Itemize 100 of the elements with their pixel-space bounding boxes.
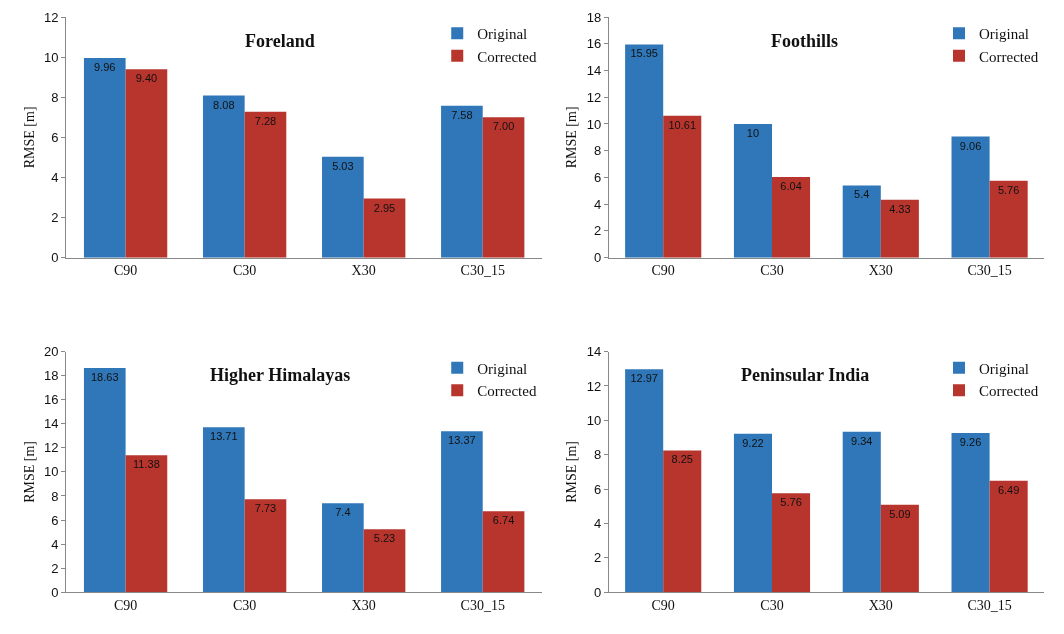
text: Peninsular India xyxy=(741,365,870,385)
bar xyxy=(244,111,287,258)
legend-label: Original xyxy=(477,360,528,377)
legend-label: Original xyxy=(979,26,1029,43)
bar xyxy=(733,123,772,258)
data-label: 4.33 xyxy=(889,202,911,215)
y-tick-label: 6 xyxy=(51,129,59,145)
y-tick-label: 14 xyxy=(586,344,602,360)
text: Higher Himalayas xyxy=(210,365,351,385)
y-tick-label: 12 xyxy=(586,89,602,105)
bar xyxy=(772,493,811,593)
y-tick-label: 6 xyxy=(593,481,602,497)
data-label: 10.61 xyxy=(668,118,697,131)
data-label: 7.4 xyxy=(335,506,351,519)
data-label: 5.23 xyxy=(373,532,396,545)
y-tick-label: 4 xyxy=(51,536,59,552)
bar xyxy=(842,431,881,593)
y-tick-label: 12 xyxy=(44,440,59,456)
x-tick-label: C90 xyxy=(651,598,675,614)
bar xyxy=(951,136,990,258)
bar xyxy=(322,156,364,258)
data-label: 7.00 xyxy=(492,120,515,133)
data-label: 9.40 xyxy=(135,72,158,85)
data-label: 6.04 xyxy=(780,179,802,192)
bar xyxy=(202,95,245,258)
y-tick-label: 0 xyxy=(51,584,59,600)
data-label: 6.49 xyxy=(997,483,1020,496)
legend-label: Corrected xyxy=(477,48,537,65)
data-label: 13.71 xyxy=(210,430,238,443)
x-tick-label: C30 xyxy=(232,263,257,279)
y-tick-label: 2 xyxy=(51,560,59,576)
bar xyxy=(441,431,483,593)
data-label: 6.74 xyxy=(492,514,515,527)
y-tick-label: 0 xyxy=(593,250,602,266)
x-tick-label: X30 xyxy=(868,598,893,614)
x-tick-label: C30_15 xyxy=(967,263,1012,279)
data-label: 2.95 xyxy=(373,201,396,214)
text: Foothills xyxy=(771,31,839,51)
legend-label: Corrected xyxy=(979,383,1039,400)
data-label: 12.97 xyxy=(630,372,658,385)
y-axis-title: RMSE [m] xyxy=(21,441,37,503)
bar xyxy=(989,480,1028,593)
y-tick-label: 2 xyxy=(593,550,602,566)
y-tick-label: 12 xyxy=(44,9,59,25)
y-tick-label: 16 xyxy=(586,36,602,52)
x-tick-label: C90 xyxy=(113,598,138,614)
data-label: 10 xyxy=(746,126,760,139)
bar xyxy=(482,511,525,593)
data-label: 8.08 xyxy=(213,98,235,111)
x-tick-label: X30 xyxy=(351,598,376,614)
bar xyxy=(202,427,245,593)
bar xyxy=(125,455,168,593)
text: Foreland xyxy=(245,31,315,51)
data-label: 15.95 xyxy=(630,47,658,60)
y-tick-label: 14 xyxy=(44,416,59,432)
x-tick-label: C90 xyxy=(113,263,138,279)
y-tick-label: 8 xyxy=(51,488,59,504)
y-tick-label: 0 xyxy=(593,584,602,600)
bar xyxy=(625,44,664,258)
y-tick-label: 18 xyxy=(44,368,59,384)
data-label: 8.25 xyxy=(671,453,693,466)
y-tick-label: 10 xyxy=(44,49,59,65)
y-tick-label: 8 xyxy=(51,89,59,105)
data-label: 7.73 xyxy=(254,502,277,515)
bar xyxy=(733,433,772,593)
bar xyxy=(663,450,702,593)
data-label: 5.09 xyxy=(889,507,911,520)
y-tick-label: 8 xyxy=(593,143,602,159)
data-label: 7.28 xyxy=(254,114,277,127)
bar xyxy=(482,117,525,258)
y-axis-title: RMSE [m] xyxy=(21,106,37,169)
y-tick-label: 2 xyxy=(593,223,602,239)
data-label: 18.63 xyxy=(91,371,119,384)
x-tick-label: C30_15 xyxy=(460,598,505,614)
x-tick-label: C90 xyxy=(651,263,675,279)
data-label: 9.96 xyxy=(94,60,116,73)
bar xyxy=(83,368,126,593)
bar xyxy=(663,115,702,258)
legend-label: Corrected xyxy=(979,48,1039,65)
bar xyxy=(951,433,990,593)
bar xyxy=(83,57,126,258)
y-tick-label: 14 xyxy=(586,63,602,79)
x-tick-label: C30 xyxy=(760,263,784,279)
data-label: 9.22 xyxy=(742,436,764,449)
y-tick-label: 10 xyxy=(44,464,59,480)
data-label: 5.76 xyxy=(780,496,802,509)
x-tick-label: C30_15 xyxy=(967,598,1012,614)
y-tick-label: 10 xyxy=(586,116,602,132)
x-tick-label: X30 xyxy=(351,263,376,279)
y-tick-label: 0 xyxy=(51,250,59,266)
bar xyxy=(322,503,364,593)
y-tick-label: 4 xyxy=(593,516,602,532)
y-axis-title: RMSE [m] xyxy=(564,106,580,169)
legend-label: Original xyxy=(477,26,528,43)
x-tick-label: C30 xyxy=(232,598,257,614)
y-tick-label: 20 xyxy=(44,344,59,360)
y-tick-label: 4 xyxy=(51,170,59,185)
y-tick-label: 8 xyxy=(593,447,602,463)
y-tick-label: 16 xyxy=(44,392,59,408)
y-axis-title: RMSE [m] xyxy=(564,441,580,503)
